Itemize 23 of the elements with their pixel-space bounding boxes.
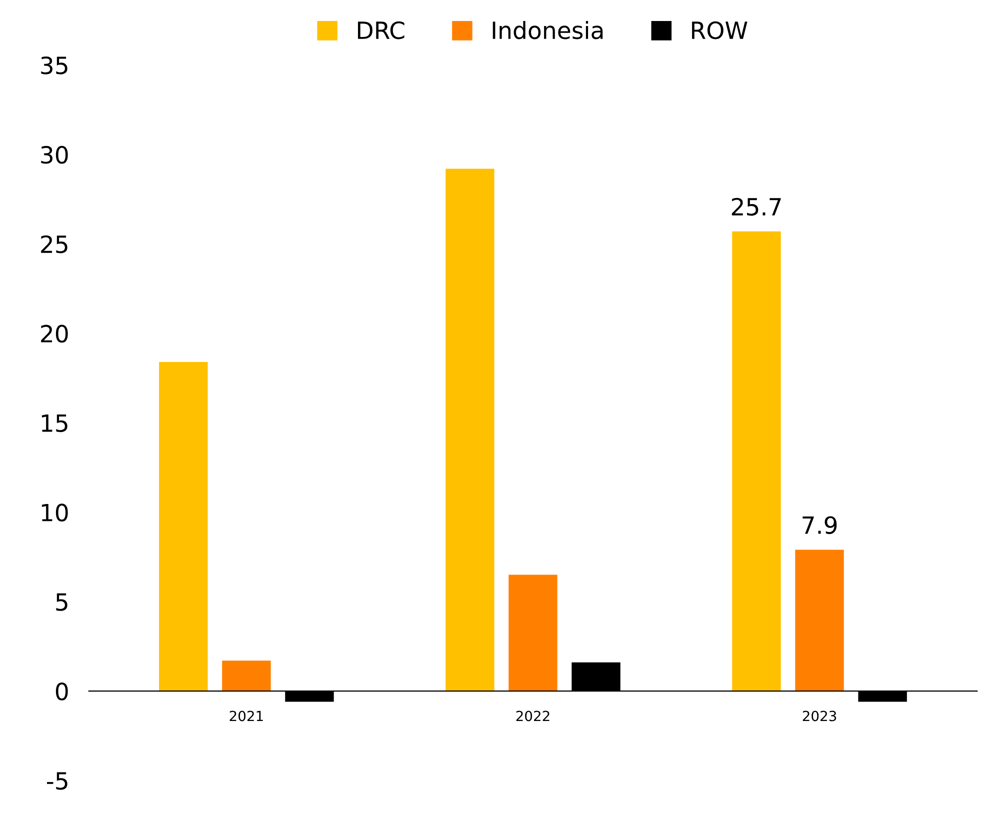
data-label: 7.9 xyxy=(802,516,837,534)
y-tick-label: 10 xyxy=(42,504,68,522)
y-tick-label: 15 xyxy=(42,414,68,432)
x-tick-label: 2023 xyxy=(802,710,836,722)
y-tick-label: 35 xyxy=(41,56,68,74)
bar xyxy=(222,660,271,692)
bar xyxy=(732,231,781,692)
y-tick-label: 25 xyxy=(41,235,68,254)
data-label: 25.7 xyxy=(732,198,781,216)
bar xyxy=(508,574,558,692)
x-tick-label: 2021 xyxy=(230,710,263,722)
bar xyxy=(446,168,494,692)
legend-label: DRC xyxy=(358,21,404,40)
bar xyxy=(159,362,208,692)
y-tick-label: 5 xyxy=(56,593,68,611)
bar xyxy=(795,550,844,692)
y-tick-label: -5 xyxy=(47,772,68,790)
legend-label: ROW xyxy=(692,21,748,40)
y-tick-label: 20 xyxy=(41,324,68,343)
legend-label: Indonesia xyxy=(492,20,603,40)
y-tick-label: 0 xyxy=(56,682,68,700)
x-tick-label: 2022 xyxy=(516,710,550,722)
y-tick-label: 30 xyxy=(41,146,68,164)
